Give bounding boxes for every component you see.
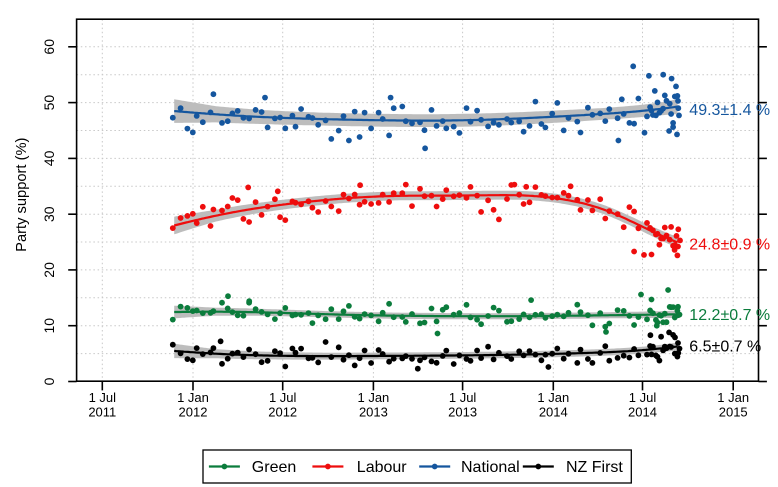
svg-text:12.2±0.7 %: 12.2±0.7 % [689,307,770,324]
svg-text:National: National [461,459,520,476]
svg-text:Labour: Labour [357,459,407,476]
svg-text:2011: 2011 [88,405,116,420]
svg-text:1 Jan: 1 Jan [177,390,209,405]
svg-text:2013: 2013 [448,405,477,420]
svg-text:0: 0 [41,377,57,385]
svg-text:1 Jan: 1 Jan [537,390,569,405]
svg-text:2014: 2014 [628,405,657,420]
svg-text:2015: 2015 [719,405,748,420]
svg-text:Green: Green [252,459,296,476]
svg-text:2013: 2013 [359,405,388,420]
svg-text:6.5±0.7 %: 6.5±0.7 % [689,338,761,355]
svg-text:50: 50 [41,95,57,111]
svg-text:24.8±0.9 %: 24.8±0.9 % [689,237,770,254]
svg-text:1 Jan: 1 Jan [717,390,749,405]
svg-text:40: 40 [41,150,57,166]
svg-text:30: 30 [41,206,57,222]
svg-text:1 Jan: 1 Jan [357,390,389,405]
svg-text:2012: 2012 [268,405,297,420]
svg-text:1 Jul: 1 Jul [449,390,477,405]
svg-text:1 Jul: 1 Jul [269,390,297,405]
svg-text:49.3±1.4 %: 49.3±1.4 % [689,102,770,119]
svg-text:1 Jul: 1 Jul [629,390,657,405]
svg-text:1 Jul: 1 Jul [89,390,117,405]
svg-text:NZ First: NZ First [566,459,623,476]
svg-text:20: 20 [41,262,57,278]
svg-text:2014: 2014 [539,405,568,420]
svg-text:Party support (%): Party support (%) [14,138,30,252]
svg-text:2012: 2012 [179,405,208,420]
svg-text:60: 60 [41,39,57,55]
svg-text:10: 10 [41,318,57,334]
